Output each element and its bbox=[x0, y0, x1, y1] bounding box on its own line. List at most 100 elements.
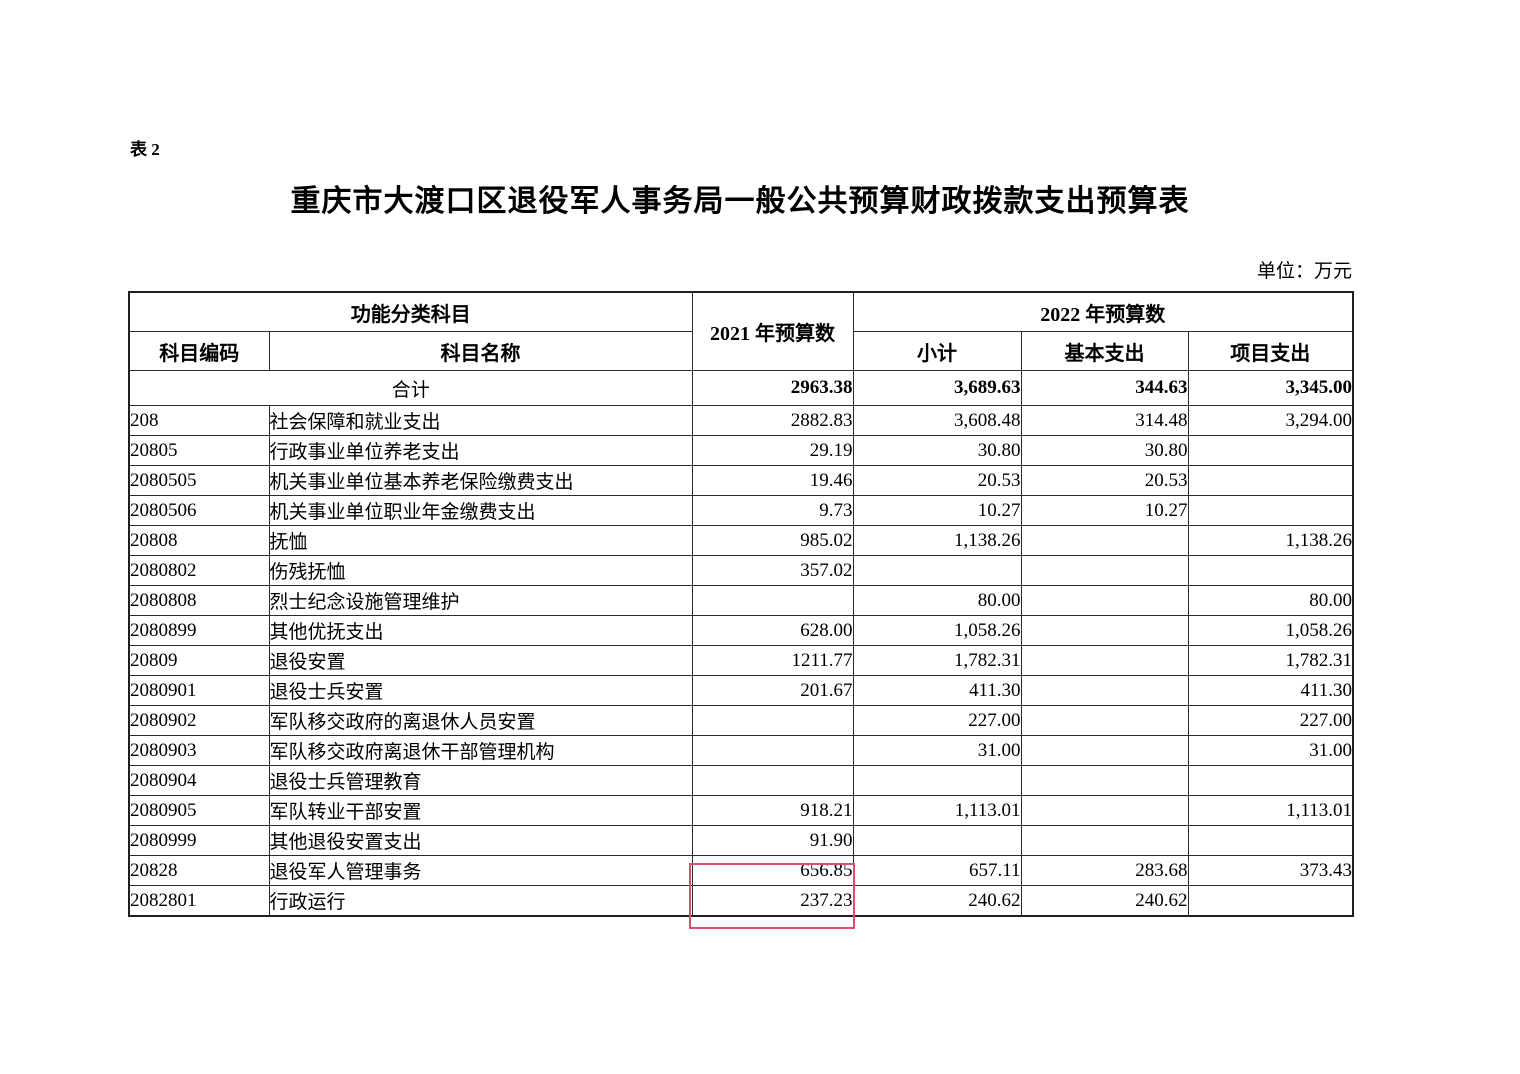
name-cell: 其他退役安置支出 bbox=[268, 825, 693, 856]
code-cell: 2080505 bbox=[128, 465, 270, 496]
code-cell: 2080999 bbox=[128, 825, 270, 856]
table-row: 20828 退役军人管理事务 656.85 657.11 283.68 373.43 bbox=[128, 855, 1354, 886]
value-basic-cell: 10.27 bbox=[1020, 495, 1189, 526]
value-project-cell: 411.30 bbox=[1187, 675, 1354, 706]
value-basic-cell: 240.62 bbox=[1020, 885, 1189, 917]
value-subtotal-cell: 3,608.48 bbox=[852, 405, 1022, 436]
name-cell: 军队转业干部安置 bbox=[268, 795, 693, 826]
value-project-cell bbox=[1187, 435, 1354, 466]
value-subtotal-cell: 411.30 bbox=[852, 675, 1022, 706]
value-subtotal-cell: 657.11 bbox=[852, 855, 1022, 886]
code-cell: 2080506 bbox=[128, 495, 270, 526]
value-basic-cell bbox=[1020, 555, 1189, 586]
total-label-cell: 合计 bbox=[128, 370, 693, 406]
value-project-cell: 80.00 bbox=[1187, 585, 1354, 616]
table-header: 功能分类科目 2021 年预算数 2022 年预算数 科目编码 科目名称 小计 … bbox=[128, 291, 1354, 371]
value-project-cell: 1,113.01 bbox=[1187, 795, 1354, 826]
code-cell: 2080901 bbox=[128, 675, 270, 706]
value-2021-cell bbox=[691, 765, 854, 796]
total-2021-cell: 2963.38 bbox=[691, 370, 854, 406]
value-2021-cell: 1211.77 bbox=[691, 645, 854, 676]
value-basic-cell bbox=[1020, 735, 1189, 766]
value-subtotal-cell bbox=[852, 555, 1022, 586]
name-cell: 社会保障和就业支出 bbox=[268, 405, 693, 436]
value-subtotal-cell: 227.00 bbox=[852, 705, 1022, 736]
value-basic-cell bbox=[1020, 825, 1189, 856]
name-cell: 退役军人管理事务 bbox=[268, 855, 693, 886]
value-basic-cell bbox=[1020, 705, 1189, 736]
code-cell: 20808 bbox=[128, 525, 270, 556]
name-cell: 退役安置 bbox=[268, 645, 693, 676]
value-basic-cell bbox=[1020, 795, 1189, 826]
code-cell: 2080902 bbox=[128, 705, 270, 736]
name-cell: 伤残抚恤 bbox=[268, 555, 693, 586]
table-row-total: 合计 2963.38 3,689.63 344.63 3,345.00 bbox=[128, 370, 1354, 406]
value-basic-cell: 30.80 bbox=[1020, 435, 1189, 466]
code-cell: 2080899 bbox=[128, 615, 270, 646]
value-basic-cell bbox=[1020, 765, 1189, 796]
code-cell: 2080905 bbox=[128, 795, 270, 826]
table-row: 2080904 退役士兵管理教育 bbox=[128, 765, 1354, 796]
unit-note: 单位：万元 bbox=[1256, 261, 1352, 282]
value-basic-cell bbox=[1020, 675, 1189, 706]
name-cell: 退役士兵管理教育 bbox=[268, 765, 693, 796]
header-func-group: 功能分类科目 bbox=[128, 291, 693, 332]
table-row: 208 社会保障和就业支出 2882.83 3,608.48 314.48 3,294.0… bbox=[128, 405, 1354, 436]
table-row: 2080901 退役士兵安置 201.67 411.30 411.30 bbox=[128, 675, 1354, 706]
value-project-cell bbox=[1187, 765, 1354, 796]
value-2021-cell bbox=[691, 585, 854, 616]
value-2021-cell: 19.46 bbox=[691, 465, 854, 496]
value-2021-cell bbox=[691, 705, 854, 736]
name-cell: 抚恤 bbox=[268, 525, 693, 556]
header-subtotal: 小计 bbox=[852, 331, 1022, 371]
table-body: 合计 2963.38 3,689.63 344.63 3,345.00 208 社… bbox=[128, 370, 1354, 917]
table-row: 2080899 其他优抚支出 628.00 1,058.26 1,058.26 bbox=[128, 615, 1354, 646]
value-2021-cell: 237.23 bbox=[691, 885, 854, 917]
budget-table: 功能分类科目 2021 年预算数 2022 年预算数 科目编码 科目名称 小计 … bbox=[128, 291, 1355, 917]
value-subtotal-cell: 20.53 bbox=[852, 465, 1022, 496]
value-subtotal-cell: 1,058.26 bbox=[852, 615, 1022, 646]
value-subtotal-cell bbox=[852, 765, 1022, 796]
value-project-cell bbox=[1187, 555, 1354, 586]
value-basic-cell bbox=[1020, 645, 1189, 676]
value-basic-cell bbox=[1020, 525, 1189, 556]
table-row: 2080999 其他退役安置支出 91.90 bbox=[128, 825, 1354, 856]
value-2021-cell: 29.19 bbox=[691, 435, 854, 466]
header-code: 科目编码 bbox=[128, 331, 270, 371]
name-cell: 行政事业单位养老支出 bbox=[268, 435, 693, 466]
table-row: 2080903 军队移交政府离退休干部管理机构 31.00 31.00 bbox=[128, 735, 1354, 766]
value-project-cell: 1,058.26 bbox=[1187, 615, 1354, 646]
value-project-cell: 227.00 bbox=[1187, 705, 1354, 736]
code-cell: 2080802 bbox=[128, 555, 270, 586]
value-2021-cell: 656.85 bbox=[691, 855, 854, 886]
value-subtotal-cell: 1,113.01 bbox=[852, 795, 1022, 826]
name-cell: 行政运行 bbox=[268, 885, 693, 917]
value-project-cell: 3,294.00 bbox=[1187, 405, 1354, 436]
code-cell: 2080904 bbox=[128, 765, 270, 796]
code-cell: 20828 bbox=[128, 855, 270, 886]
value-subtotal-cell: 80.00 bbox=[852, 585, 1022, 616]
value-subtotal-cell: 1,782.31 bbox=[852, 645, 1022, 676]
header-row-2: 科目编码 科目名称 小计 基本支出 项目支出 bbox=[128, 331, 1354, 371]
value-2021-cell: 985.02 bbox=[691, 525, 854, 556]
value-2021-cell: 9.73 bbox=[691, 495, 854, 526]
table-row: 20808 抚恤 985.02 1,138.26 1,138.26 bbox=[128, 525, 1354, 556]
value-2021-cell: 357.02 bbox=[691, 555, 854, 586]
table-row: 2080505 机关事业单位基本养老保险缴费支出 19.46 20.53 20.53 bbox=[128, 465, 1354, 496]
value-project-cell: 373.43 bbox=[1187, 855, 1354, 886]
code-cell: 208 bbox=[128, 405, 270, 436]
value-subtotal-cell: 30.80 bbox=[852, 435, 1022, 466]
table-number-label: 表 2 bbox=[130, 140, 160, 159]
header-2022-group: 2022 年预算数 bbox=[852, 291, 1354, 332]
name-cell: 退役士兵安置 bbox=[268, 675, 693, 706]
code-cell: 2080903 bbox=[128, 735, 270, 766]
table-row: 2080802 伤残抚恤 357.02 bbox=[128, 555, 1354, 586]
value-project-cell: 1,138.26 bbox=[1187, 525, 1354, 556]
header-basic: 基本支出 bbox=[1020, 331, 1189, 371]
code-cell: 2080808 bbox=[128, 585, 270, 616]
table-row: 2082801 行政运行 237.23 240.62 240.62 bbox=[128, 885, 1354, 917]
total-basic-cell: 344.63 bbox=[1020, 370, 1189, 406]
value-2021-cell: 918.21 bbox=[691, 795, 854, 826]
table-row: 2080808 烈士纪念设施管理维护 80.00 80.00 bbox=[128, 585, 1354, 616]
